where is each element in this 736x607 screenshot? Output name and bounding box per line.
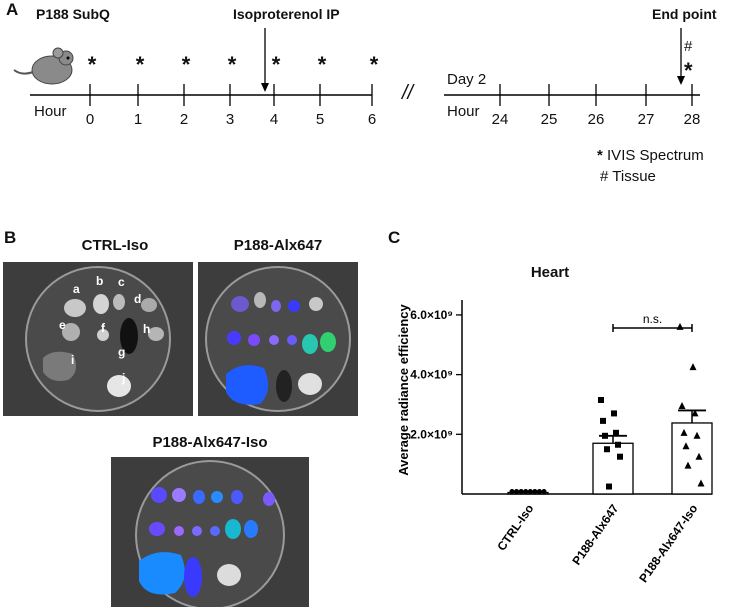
right-tick-label: 24 bbox=[491, 111, 509, 128]
organ-label: i bbox=[71, 353, 75, 367]
organ-label: h bbox=[143, 322, 151, 336]
x-tick-label: P188-Alx647 bbox=[569, 501, 621, 567]
isoproterenol-label: Isoproterenol IP bbox=[233, 6, 340, 22]
dish-p188-alx647-image bbox=[198, 262, 358, 416]
organ-label: f bbox=[101, 321, 105, 335]
dish2-title: P188-Alx647 bbox=[233, 237, 323, 254]
legend-hash-symbol: # bbox=[600, 168, 609, 185]
x-tick-label: P188-Alx647-Iso bbox=[636, 502, 700, 585]
axis-break-symbol: // bbox=[402, 82, 414, 104]
endpoint-arrow-head bbox=[677, 76, 685, 85]
right-tick-label: 25 bbox=[540, 111, 558, 128]
legend-star-symbol: * bbox=[597, 147, 603, 164]
heart-bar-chart: Average radiance efficiency 2.0×10⁹ 4.0×1… bbox=[396, 300, 713, 585]
data-point bbox=[682, 442, 690, 450]
data-point bbox=[523, 489, 529, 495]
ivis-star-marker: * bbox=[87, 52, 97, 77]
right-tick-label: 27 bbox=[637, 111, 655, 128]
mouse-icon bbox=[13, 47, 74, 85]
right-tick-label: 26 bbox=[587, 111, 605, 128]
data-point bbox=[697, 479, 705, 487]
bar bbox=[592, 442, 634, 495]
ivis-star-marker: * bbox=[369, 52, 379, 77]
dish1-title: CTRL-Iso bbox=[81, 237, 149, 254]
data-point bbox=[536, 489, 542, 495]
data-point bbox=[604, 446, 610, 453]
left-tick-label: 5 bbox=[315, 111, 325, 128]
panel-letter-b: B bbox=[4, 228, 17, 247]
data-point bbox=[527, 489, 533, 495]
data-point bbox=[611, 410, 617, 417]
data-point bbox=[613, 429, 619, 436]
endpoint-label: End point bbox=[652, 6, 717, 22]
day-label: Day 2 bbox=[447, 71, 487, 88]
data-point bbox=[602, 432, 608, 439]
organ-label: j bbox=[122, 371, 126, 385]
organ-label: b bbox=[96, 274, 104, 288]
ivis-star-marker: * bbox=[271, 52, 281, 77]
left-tick-label: 6 bbox=[367, 111, 377, 128]
y-tick-label: 2.0×10⁹ bbox=[410, 427, 453, 441]
data-point bbox=[600, 417, 606, 424]
organ-label: g bbox=[118, 345, 126, 359]
data-point bbox=[509, 489, 515, 495]
data-point bbox=[680, 428, 688, 436]
organ-label: a bbox=[73, 282, 80, 296]
organ-label: e bbox=[59, 318, 66, 332]
data-point bbox=[678, 401, 686, 409]
tissue-hash-marker: # bbox=[684, 38, 693, 55]
left-tick-label: 4 bbox=[269, 111, 279, 128]
dish-p188-alx647-iso-image bbox=[111, 457, 309, 607]
timeline-diagram bbox=[13, 28, 700, 106]
ivis-star-marker: * bbox=[317, 52, 327, 77]
ivis-star-marker-28: * bbox=[684, 58, 693, 83]
bar bbox=[671, 422, 713, 495]
data-point bbox=[514, 489, 520, 495]
data-point bbox=[541, 489, 547, 495]
panel-letter-c: C bbox=[388, 228, 401, 247]
ivis-star-marker: * bbox=[181, 52, 191, 77]
data-point bbox=[598, 396, 604, 403]
legend-ivis: * IVIS Spectrum bbox=[597, 147, 704, 164]
dish3-title: P188-Alx647-Iso bbox=[152, 434, 268, 451]
hour-label-left: Hour bbox=[34, 103, 67, 120]
chart-title: Heart bbox=[530, 264, 570, 281]
y-tick-label: 6.0×10⁹ bbox=[410, 308, 453, 322]
data-point bbox=[689, 363, 697, 371]
organ-label: d bbox=[134, 292, 142, 306]
hour-label-right: Hour bbox=[447, 103, 480, 120]
data-point bbox=[518, 489, 524, 495]
x-tick-label: CTRL-Iso bbox=[494, 502, 536, 554]
data-point bbox=[684, 461, 692, 469]
left-tick-label: 3 bbox=[225, 111, 235, 128]
data-point bbox=[676, 322, 684, 330]
ivis-star-marker: * bbox=[135, 52, 145, 77]
legend-tissue-text: Tissue bbox=[612, 168, 656, 185]
left-tick-label: 1 bbox=[133, 111, 143, 128]
right-tick-label: 28 bbox=[683, 111, 701, 128]
ivis-star-marker: * bbox=[227, 52, 237, 77]
data-point bbox=[693, 431, 701, 439]
data-point bbox=[617, 453, 623, 460]
data-point bbox=[606, 483, 612, 490]
left-tick-label: 0 bbox=[85, 111, 95, 128]
chart-ylabel: Average radiance efficiency bbox=[396, 303, 411, 475]
panel-letter-a: A bbox=[6, 0, 19, 19]
data-point bbox=[532, 489, 538, 495]
legend-ivis-text: IVIS Spectrum bbox=[607, 147, 704, 164]
legend-tissue: # Tissue bbox=[600, 168, 656, 185]
significance-label: n.s. bbox=[643, 312, 662, 326]
data-point bbox=[695, 452, 703, 460]
data-point bbox=[615, 441, 621, 448]
y-tick-label: 4.0×10⁹ bbox=[410, 368, 453, 382]
p188-subq-label: P188 SubQ bbox=[36, 6, 110, 22]
iso-arrow-head bbox=[261, 83, 269, 92]
organ-label: c bbox=[118, 275, 125, 289]
data-point bbox=[691, 409, 699, 417]
left-tick-label: 2 bbox=[179, 111, 189, 128]
